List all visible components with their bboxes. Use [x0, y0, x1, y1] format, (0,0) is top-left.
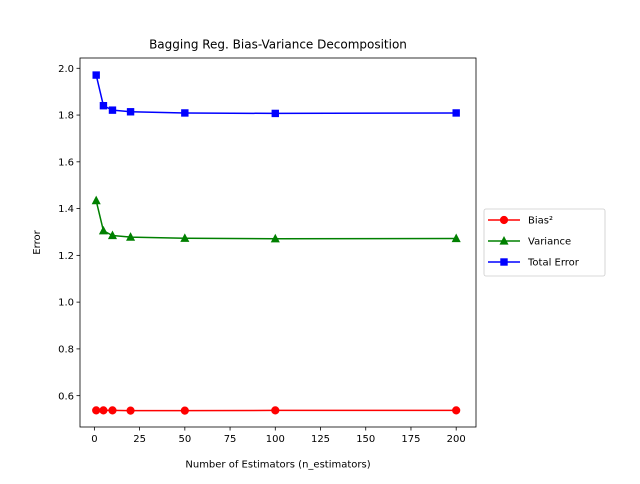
legend-total-error-label: Total Error [527, 258, 580, 269]
total-error-point [100, 103, 106, 109]
x-axis-label: Number of Estimators (n_estimators) [185, 460, 370, 471]
bias-point [100, 407, 107, 414]
x-tick-label: 50 [178, 434, 191, 445]
total-error-point [93, 72, 99, 78]
y-tick-label: 2.0 [58, 64, 74, 75]
legend-bias-label: Bias² [528, 216, 553, 227]
bias-point [453, 407, 460, 414]
bias-point [127, 407, 134, 414]
bias-point [272, 407, 279, 414]
total-error-point [127, 109, 133, 115]
x-tick-label: 200 [447, 434, 466, 445]
chart-title: Bagging Reg. Bias-Variance Decomposition [149, 38, 407, 52]
bias-point [93, 407, 100, 414]
total-error-point [272, 110, 278, 116]
y-tick-label: 1.0 [58, 298, 74, 309]
legend-bias-marker [500, 216, 507, 223]
x-tick-label: 25 [133, 434, 146, 445]
total-error-point [109, 107, 115, 113]
x-tick-label: 175 [401, 434, 420, 445]
y-tick-label: 1.8 [58, 111, 74, 122]
y-tick-label: 0.8 [58, 344, 74, 355]
bias-point [109, 407, 116, 414]
y-tick-label: 0.6 [58, 391, 74, 402]
y-axis-label: Error [32, 229, 43, 254]
total-error-point [453, 110, 459, 116]
x-tick-label: 75 [224, 434, 237, 445]
x-tick-label: 125 [311, 434, 330, 445]
x-tick-label: 0 [91, 434, 97, 445]
total-error-point [182, 110, 188, 116]
bias-point [181, 407, 188, 414]
x-tick-label: 100 [266, 434, 285, 445]
y-tick-label: 1.6 [58, 157, 74, 168]
y-tick-label: 1.2 [58, 251, 74, 262]
legend-total-error-marker [501, 259, 507, 265]
y-tick-label: 1.4 [58, 204, 74, 215]
legend-variance-label: Variance [528, 237, 571, 248]
legend: Bias² Variance Total Error [484, 209, 605, 276]
x-tick-label: 150 [356, 434, 375, 445]
